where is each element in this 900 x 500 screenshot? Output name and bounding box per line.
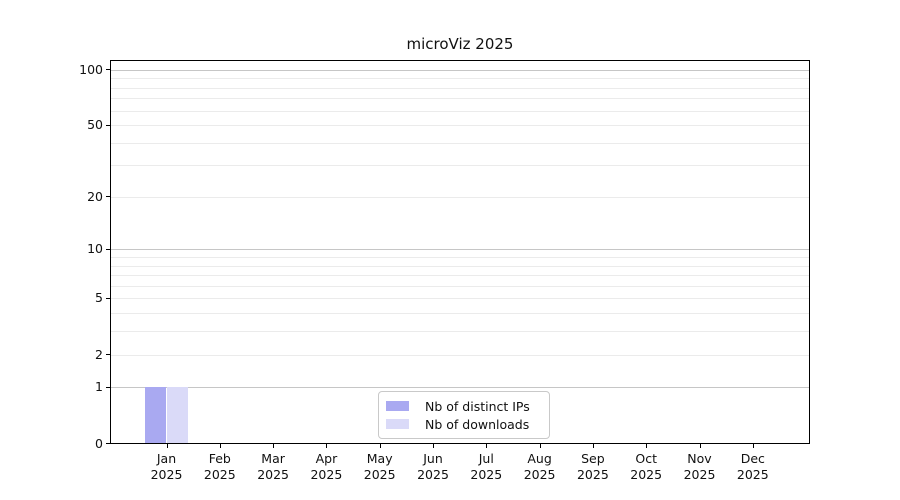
x-tick-label-year: 2025: [576, 467, 609, 482]
x-tick-label: Mar 2025: [243, 451, 303, 483]
x-tick-label-year: 2025: [470, 467, 503, 482]
minor-gridline: [111, 142, 809, 144]
x-tick-label-month: Mar: [261, 451, 285, 466]
minor-gridline: [111, 313, 809, 315]
y-tick-label: 10: [87, 241, 103, 257]
minor-gridline: [111, 257, 809, 259]
x-tick-mark: [326, 444, 328, 448]
x-tick-mark: [486, 444, 488, 448]
x-tick-label-year: 2025: [630, 467, 663, 482]
minor-gridline: [111, 196, 809, 198]
legend-swatch-distinct-ips: [386, 401, 409, 411]
x-tick-label-year: 2025: [363, 467, 396, 482]
y-tick-mark: [106, 443, 110, 444]
x-tick-label-month: Jul: [478, 451, 494, 466]
y-tick-mark: [106, 354, 110, 356]
minor-gridline: [111, 275, 809, 277]
minor-gridline: [111, 110, 809, 112]
y-tick-label: 50: [87, 117, 103, 133]
y-tick-label: 0: [95, 435, 103, 451]
x-tick-mark: [166, 444, 168, 448]
y-tick-label: 5: [95, 290, 103, 306]
x-tick-label-month: Sep: [581, 451, 605, 466]
y-tick-mark: [106, 196, 110, 198]
legend-item-downloads: Nb of downloads: [379, 415, 549, 433]
x-tick-label: Dec 2025: [723, 451, 783, 483]
x-tick-label-year: 2025: [417, 467, 449, 482]
y-tick-label: 100: [79, 61, 103, 77]
x-tick-label: Apr 2025: [296, 451, 356, 483]
y-tick-mark: [106, 124, 110, 126]
x-tick-label-month: May: [366, 451, 393, 466]
bar-nb-of-downloads: [166, 387, 188, 444]
y-tick-label: 20: [87, 188, 103, 204]
minor-gridline: [111, 285, 809, 287]
x-tick-label-year: 2025: [310, 467, 343, 482]
x-tick-mark: [219, 444, 221, 448]
minor-gridline: [111, 78, 809, 80]
major-gridline: [111, 387, 809, 389]
x-tick-mark: [646, 444, 648, 448]
x-tick-mark: [433, 444, 434, 448]
plot-area: [110, 60, 810, 444]
x-tick-label-month: Dec: [740, 451, 765, 466]
x-tick-label-year: 2025: [523, 467, 556, 482]
x-tick-mark: [752, 444, 754, 448]
minor-gridline: [111, 125, 809, 127]
x-tick-label: Sep 2025: [563, 451, 623, 483]
x-tick-mark: [539, 444, 541, 448]
legend-swatch-downloads: [386, 419, 409, 429]
y-tick-label: 1: [95, 379, 103, 395]
legend: Nb of distinct IPs Nb of downloads: [378, 391, 550, 439]
x-tick-label: Jan 2025: [137, 451, 197, 483]
legend-label-downloads: Nb of downloads: [425, 416, 530, 432]
minor-gridline: [111, 354, 809, 356]
y-tick-mark: [106, 386, 110, 388]
major-gridline: [111, 69, 809, 71]
x-tick-label-month: Feb: [208, 451, 231, 466]
x-tick-label: Jul 2025: [456, 451, 516, 483]
x-tick-label-month: Nov: [687, 451, 712, 466]
y-tick-mark: [106, 69, 110, 71]
minor-gridline: [111, 98, 809, 100]
x-tick-mark: [273, 444, 275, 448]
x-tick-label-month: Oct: [635, 451, 657, 466]
chart-title: microViz 2025: [406, 35, 514, 53]
x-tick-mark: [699, 444, 701, 448]
x-tick-label: May 2025: [350, 451, 410, 483]
x-tick-label-month: Aug: [527, 451, 552, 466]
minor-gridline: [111, 165, 809, 167]
major-gridline: [111, 249, 809, 251]
minor-gridline: [111, 331, 809, 333]
legend-item-distinct-ips: Nb of distinct IPs: [379, 397, 549, 415]
x-tick-label: Jun 2025: [403, 451, 463, 483]
x-tick-label: Aug 2025: [510, 451, 570, 483]
x-tick-mark: [379, 444, 381, 448]
x-tick-label-year: 2025: [736, 467, 769, 482]
x-tick-label-year: 2025: [203, 467, 236, 482]
x-tick-label-year: 2025: [683, 467, 716, 482]
x-tick-label: Oct 2025: [616, 451, 676, 483]
y-tick-mark: [106, 248, 110, 250]
minor-gridline: [111, 298, 809, 300]
x-tick-label: Feb 2025: [190, 451, 250, 483]
minor-gridline: [111, 265, 809, 267]
y-tick-label: 2: [95, 346, 103, 362]
legend-label-distinct-ips: Nb of distinct IPs: [425, 398, 530, 414]
y-tick-mark: [106, 297, 110, 299]
x-tick-label-year: 2025: [257, 467, 289, 482]
minor-gridline: [111, 87, 809, 89]
x-tick-mark: [592, 444, 594, 448]
x-tick-label-month: Jun: [423, 451, 443, 466]
bar-nb-of-distinct-ips: [145, 387, 167, 444]
x-tick-label-month: Apr: [315, 451, 338, 466]
x-tick-label-month: Jan: [156, 451, 177, 466]
x-tick-label-year: 2025: [150, 467, 183, 482]
x-tick-label: Nov 2025: [670, 451, 730, 483]
